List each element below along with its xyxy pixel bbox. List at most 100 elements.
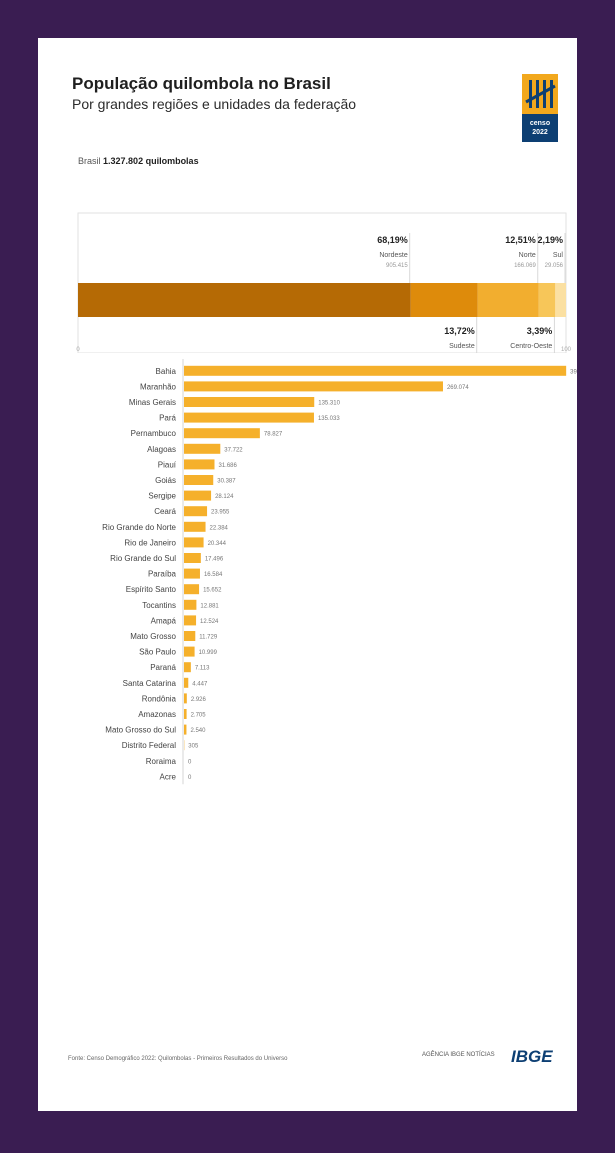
logo-year: 2022 <box>532 129 548 136</box>
region-value: 29.056 <box>545 263 564 269</box>
region-percent: 12,51% <box>505 235 536 245</box>
state-value-label: 11.729 <box>199 635 218 641</box>
infographic-card: População quilombola no Brasil Por grand… <box>38 38 577 1111</box>
state-label: Bahia <box>156 367 177 376</box>
state-bar <box>184 709 187 719</box>
state-value-label: 135.033 <box>318 416 340 422</box>
state-label: Minas Gerais <box>129 398 176 407</box>
chart-title: População quilombola no Brasil <box>72 74 331 93</box>
state-label: Alagoas <box>147 445 176 454</box>
state-value-label: 20.344 <box>208 541 227 547</box>
state-bar <box>184 475 214 485</box>
state-label: Pernambuco <box>131 429 177 438</box>
state-label: Piauí <box>158 460 177 469</box>
region-percent: 2,19% <box>537 235 563 245</box>
state-bar <box>184 521 206 532</box>
stack-tick-label: 100 <box>561 347 572 353</box>
state-label: Rio de Janeiro <box>124 538 176 547</box>
state-bar <box>184 428 260 439</box>
state-label: Tocantins <box>142 601 176 610</box>
state-label: Amapá <box>151 616 177 625</box>
state-value-label: 37.722 <box>224 447 243 453</box>
region-name: Nordeste <box>379 252 408 259</box>
regions-stacked-chart: 68,19% Nordeste 905.415 12,51% Norte 166.069 2… <box>76 212 572 353</box>
state-value-label: 2.540 <box>190 728 206 734</box>
region-name: Norte <box>519 252 536 259</box>
segment-nordeste <box>78 283 411 317</box>
state-value-label: 78.827 <box>264 432 283 438</box>
state-value-label: 2.926 <box>191 697 207 703</box>
state-value-label: 135.310 <box>318 401 340 407</box>
chart-subtitle: Por grandes regiões e unidades da federa… <box>72 96 357 112</box>
source-note: Fonte: Censo Demográfico 2022: Quilombol… <box>68 1056 288 1062</box>
state-label: Maranhão <box>140 382 177 391</box>
region-name: Sudeste <box>449 343 475 350</box>
state-value-label: 4.447 <box>192 681 208 687</box>
state-value-label: 10.999 <box>199 650 218 656</box>
state-value-label: 7.113 <box>195 666 210 672</box>
state-label: Paraíba <box>148 570 177 579</box>
brasil-total: Brasil 1.327.802 quilombolas <box>78 156 199 166</box>
state-value-label: 28.124 <box>215 494 234 500</box>
state-label: Mato Grosso <box>130 632 176 641</box>
state-label: Paraná <box>150 663 176 672</box>
state-value-label: 12.881 <box>200 603 219 609</box>
region-percent: 68,19% <box>377 235 408 245</box>
state-label: Goiás <box>155 476 176 485</box>
state-bar <box>184 443 221 454</box>
state-label: Ceará <box>154 507 176 516</box>
state-bar <box>184 506 208 517</box>
state-value-label: 22.384 <box>210 525 229 531</box>
segment-norte <box>477 283 539 317</box>
state-value-label: 305 <box>188 744 199 750</box>
state-bar <box>184 537 204 548</box>
state-value-label: 2.705 <box>191 713 207 719</box>
state-value-label: 17.496 <box>205 557 224 563</box>
stack-tick-label: 0 <box>76 347 80 353</box>
state-bar <box>184 631 196 641</box>
state-value-label: 0 <box>188 775 192 781</box>
state-bar <box>184 490 212 501</box>
state-bar <box>184 584 200 595</box>
region-name: Sul <box>553 252 564 259</box>
state-value-label: 23.955 <box>211 510 230 516</box>
region-value: 166.069 <box>514 263 536 269</box>
censo-tally-icon <box>522 74 558 114</box>
state-label: Acre <box>160 772 177 781</box>
states-bar-chart: 0130.000260.000390.000Bahia397.059Maranh… <box>102 359 577 785</box>
brasil-prefix: Brasil <box>78 156 101 166</box>
ibge-logo: IBGE <box>511 1047 553 1066</box>
state-bar <box>184 724 187 735</box>
segment-centro-oeste <box>538 283 556 317</box>
state-value-label: 16.584 <box>204 572 223 578</box>
state-bar <box>184 365 567 376</box>
state-bar <box>184 693 187 704</box>
state-label: São Paulo <box>139 648 176 657</box>
state-label: Roraima <box>146 757 177 766</box>
state-bar <box>184 646 195 657</box>
state-label: Distrito Federal <box>122 741 176 750</box>
state-bar <box>184 459 215 470</box>
segment-sudeste <box>410 283 478 317</box>
state-bar <box>184 677 189 688</box>
state-bar <box>184 568 200 579</box>
state-bar <box>184 615 197 626</box>
state-value-label: 269.074 <box>447 385 469 391</box>
state-value-label: 397.059 <box>570 369 577 375</box>
state-bar <box>184 381 443 392</box>
region-name: Centro-Oeste <box>510 343 552 350</box>
state-label: Sergipe <box>148 492 176 501</box>
state-label: Rondônia <box>142 694 177 703</box>
region-percent: 13,72% <box>444 326 475 336</box>
logo-word: censo <box>529 120 551 127</box>
brasil-total-value: 1.327.802 quilombolas <box>103 156 199 166</box>
state-bar <box>184 397 315 407</box>
state-label: Espírito Santo <box>126 585 177 594</box>
region-percent: 3,39% <box>527 326 553 336</box>
state-label: Rio Grande do Sul <box>110 554 176 563</box>
state-value-label: 0 <box>188 759 192 765</box>
region-value: 905.415 <box>386 263 408 269</box>
state-value-label: 12.524 <box>200 619 219 625</box>
state-label: Rio Grande do Norte <box>102 523 176 532</box>
state-label: Santa Catarina <box>123 679 177 688</box>
